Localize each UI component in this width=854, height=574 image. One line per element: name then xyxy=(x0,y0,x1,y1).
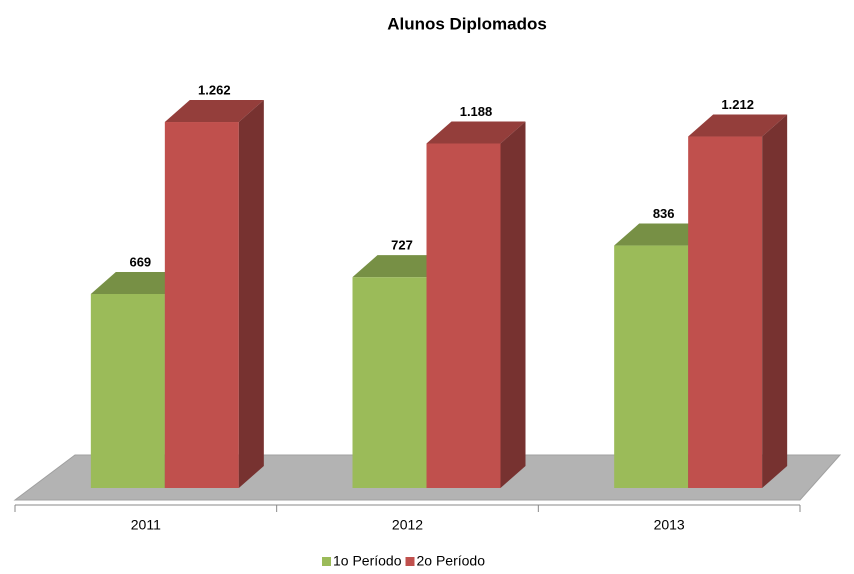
chart-title: Alunos Diplomados xyxy=(387,14,547,33)
data-label: 1.212 xyxy=(721,97,754,112)
legend-label: 2o Período xyxy=(417,553,486,569)
data-label: 727 xyxy=(391,238,413,253)
bar xyxy=(426,143,501,489)
bar xyxy=(90,293,165,488)
bar-side xyxy=(762,114,788,489)
data-label: 1.262 xyxy=(198,82,231,97)
bar xyxy=(614,245,689,488)
x-tick-label: 2011 xyxy=(131,517,161,533)
bar-side xyxy=(238,100,264,489)
x-tick-label: 2012 xyxy=(392,517,423,533)
data-label: 836 xyxy=(653,206,675,221)
legend-swatch xyxy=(405,557,415,566)
data-label: 1.188 xyxy=(460,104,493,119)
data-label: 669 xyxy=(129,254,151,269)
bar-top xyxy=(688,114,788,137)
bar-side xyxy=(500,121,526,488)
legend-label: 1o Período xyxy=(333,553,402,569)
bar-top xyxy=(164,100,264,123)
legend-swatch xyxy=(322,557,331,566)
bar xyxy=(164,122,239,489)
bar xyxy=(688,136,763,488)
x-tick-label: 2013 xyxy=(654,517,685,533)
bar-top xyxy=(426,121,526,144)
bar xyxy=(352,277,427,488)
